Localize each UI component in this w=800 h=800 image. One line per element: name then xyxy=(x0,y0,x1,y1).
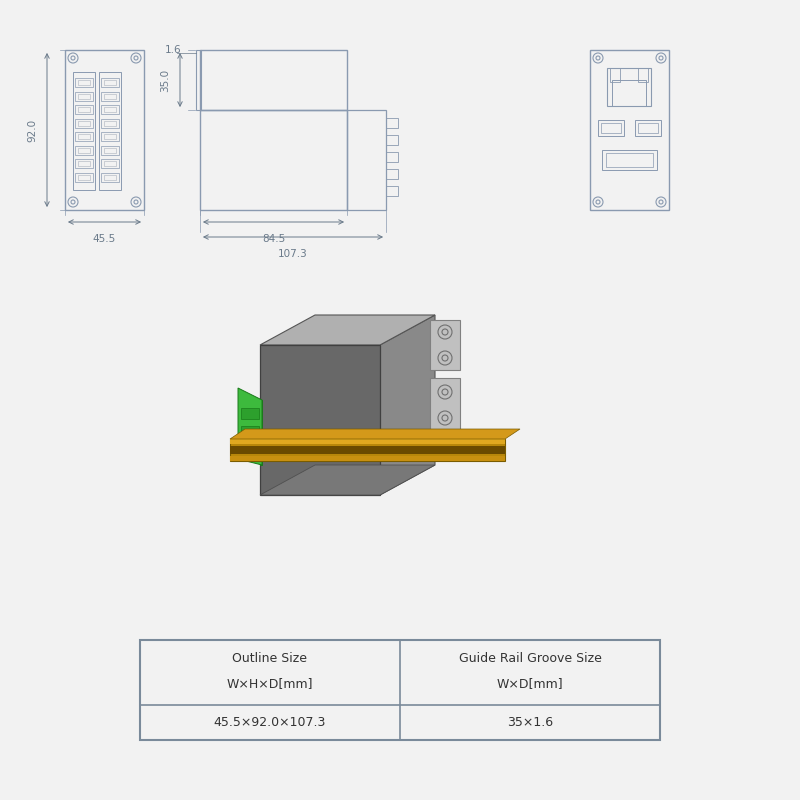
Bar xyxy=(75,159,93,168)
Bar xyxy=(607,68,651,106)
Bar xyxy=(75,173,93,182)
Bar xyxy=(241,408,259,419)
Bar xyxy=(598,120,624,136)
Bar xyxy=(638,123,658,133)
Text: 35×1.6: 35×1.6 xyxy=(507,715,553,729)
Text: 107.3: 107.3 xyxy=(278,249,308,259)
Bar xyxy=(230,446,505,454)
Bar xyxy=(241,444,259,455)
Bar xyxy=(590,50,669,210)
Bar xyxy=(612,80,646,106)
Polygon shape xyxy=(380,315,435,495)
Bar xyxy=(602,150,657,170)
Text: W×D[mm]: W×D[mm] xyxy=(497,678,563,690)
Text: 45.5×92.0×107.3: 45.5×92.0×107.3 xyxy=(214,715,326,729)
Bar xyxy=(101,105,119,114)
Text: 84.5: 84.5 xyxy=(262,234,285,244)
Bar xyxy=(73,72,95,190)
Bar xyxy=(347,110,386,210)
Bar xyxy=(101,159,119,168)
Bar xyxy=(78,107,90,112)
Bar xyxy=(230,456,505,461)
Bar xyxy=(104,80,116,85)
Bar xyxy=(78,94,90,98)
Bar xyxy=(241,426,259,437)
Bar xyxy=(75,91,93,101)
Bar xyxy=(140,640,660,740)
Bar xyxy=(386,118,398,128)
Polygon shape xyxy=(430,378,460,433)
Polygon shape xyxy=(260,345,380,495)
Bar xyxy=(610,68,620,82)
Bar xyxy=(104,94,116,98)
Bar xyxy=(230,439,505,461)
Polygon shape xyxy=(230,429,520,439)
Text: W×H×D[mm]: W×H×D[mm] xyxy=(226,678,314,690)
Text: Guide Rail Groove Size: Guide Rail Groove Size xyxy=(458,651,602,665)
Polygon shape xyxy=(260,465,435,495)
Bar xyxy=(78,134,90,139)
Bar xyxy=(75,132,93,141)
Bar xyxy=(75,118,93,127)
Bar xyxy=(230,439,505,444)
Bar xyxy=(101,132,119,141)
Bar xyxy=(200,110,347,210)
Bar xyxy=(101,173,119,182)
Bar xyxy=(101,146,119,154)
Text: 1.6: 1.6 xyxy=(165,45,182,55)
Bar xyxy=(386,135,398,145)
Text: 45.5: 45.5 xyxy=(93,234,116,244)
Bar xyxy=(104,174,116,179)
Bar xyxy=(104,107,116,112)
Bar xyxy=(78,174,90,179)
Bar xyxy=(104,121,116,126)
Bar xyxy=(75,78,93,87)
Polygon shape xyxy=(260,315,435,345)
Text: Outline Size: Outline Size xyxy=(233,651,307,665)
Bar xyxy=(200,50,347,110)
Bar xyxy=(78,161,90,166)
Polygon shape xyxy=(260,400,262,465)
Bar xyxy=(104,147,116,153)
Bar xyxy=(78,147,90,153)
Bar xyxy=(386,169,398,179)
Bar xyxy=(65,50,144,210)
Bar xyxy=(78,121,90,126)
Bar xyxy=(78,80,90,85)
Bar xyxy=(601,123,621,133)
Bar xyxy=(101,78,119,87)
Bar xyxy=(386,186,398,196)
Bar xyxy=(606,153,653,167)
Bar xyxy=(101,118,119,127)
Bar xyxy=(104,161,116,166)
Text: 35.0: 35.0 xyxy=(160,69,170,91)
Bar xyxy=(386,152,398,162)
Text: 92.0: 92.0 xyxy=(27,118,37,142)
Polygon shape xyxy=(430,320,460,370)
Bar xyxy=(101,91,119,101)
Bar xyxy=(104,134,116,139)
Bar xyxy=(75,146,93,154)
Polygon shape xyxy=(238,388,262,465)
Bar xyxy=(638,68,648,82)
Bar xyxy=(635,120,661,136)
Bar xyxy=(196,50,201,110)
Bar xyxy=(99,72,121,190)
Bar xyxy=(75,105,93,114)
